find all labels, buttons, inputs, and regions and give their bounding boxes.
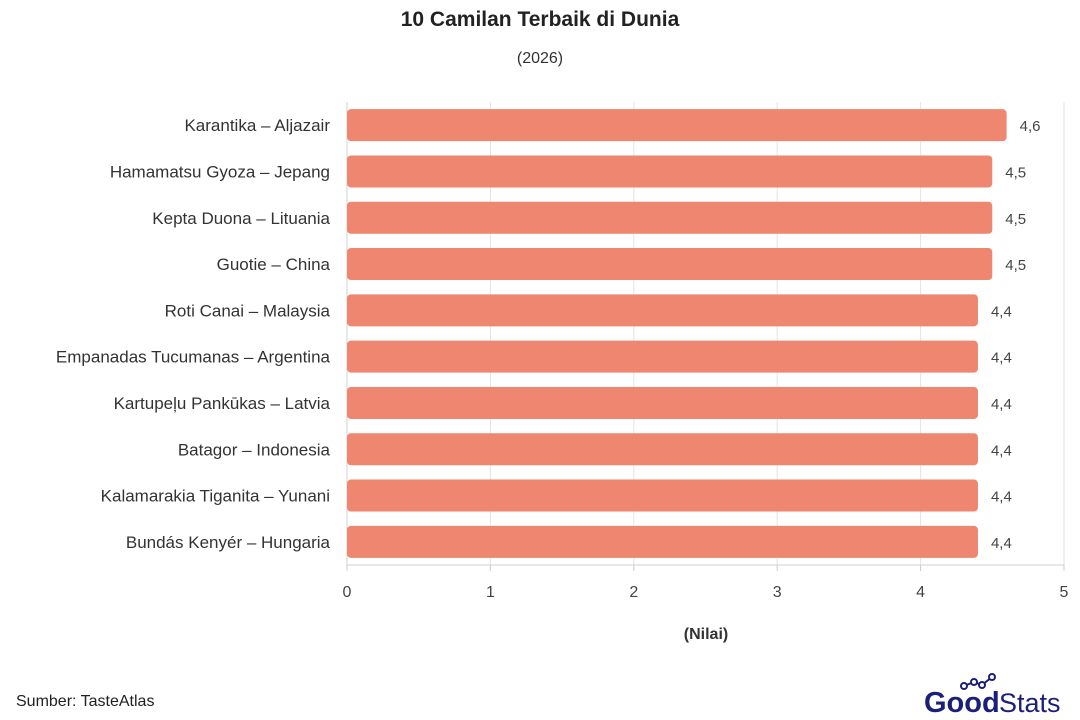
category-label: Bundás Kenyér – Hungaria bbox=[126, 533, 331, 552]
x-tick-label: 0 bbox=[343, 584, 352, 601]
data-label: 4,4 bbox=[991, 396, 1012, 413]
category-label: Kalamarakia Tiganita – Yunani bbox=[101, 487, 330, 506]
data-label: 4,4 bbox=[991, 442, 1012, 459]
logo-dot-icon bbox=[988, 673, 996, 681]
logo-dot-icon bbox=[978, 681, 986, 689]
data-label: 4,5 bbox=[1005, 164, 1026, 181]
bar bbox=[347, 294, 978, 327]
category-label: Karantika – Aljazair bbox=[184, 116, 330, 135]
bar bbox=[347, 201, 993, 234]
x-axis-title: (Nilai) bbox=[684, 626, 728, 643]
bar bbox=[347, 109, 1007, 142]
logo-text-good: Good bbox=[924, 687, 1000, 718]
category-label: Hamamatsu Gyoza – Jepang bbox=[110, 162, 330, 181]
bar bbox=[347, 386, 978, 419]
category-label: Guotie – China bbox=[217, 255, 331, 274]
bar bbox=[347, 155, 993, 188]
bar bbox=[347, 479, 978, 512]
data-label: 4,4 bbox=[991, 303, 1012, 320]
x-tick-label: 5 bbox=[1060, 584, 1069, 601]
category-label: Roti Canai – Malaysia bbox=[165, 301, 331, 320]
logo-text-stats: Stats bbox=[999, 688, 1061, 718]
chart-subtitle: (2026) bbox=[516, 50, 564, 67]
x-tick-label: 2 bbox=[629, 584, 638, 601]
data-label: 4,6 bbox=[1020, 118, 1041, 135]
category-label: Empanadas Tucumanas – Argentina bbox=[56, 348, 331, 367]
logo-trend-icon bbox=[963, 676, 993, 687]
data-label: 4,5 bbox=[1005, 211, 1026, 228]
data-label: 4,4 bbox=[991, 535, 1012, 552]
data-label: 4,4 bbox=[991, 489, 1012, 506]
source-note: Sumber: TasteAtlas bbox=[16, 693, 155, 710]
bar bbox=[347, 525, 978, 558]
bar bbox=[347, 340, 978, 373]
logo-dot-icon bbox=[970, 678, 978, 686]
logo-dot-icon bbox=[960, 682, 968, 690]
bar bbox=[347, 248, 993, 281]
x-tick-label: 3 bbox=[773, 584, 782, 601]
chart-title: 10 Camilan Terbaik di Dunia bbox=[400, 8, 680, 31]
category-label: Batagor – Indonesia bbox=[178, 440, 331, 459]
x-tick-label: 4 bbox=[916, 584, 925, 601]
bar bbox=[347, 433, 978, 466]
data-label: 4,5 bbox=[1005, 257, 1026, 274]
x-tick-label: 1 bbox=[486, 584, 495, 601]
category-label: Kartupeļu Pankūkas – Latvia bbox=[114, 394, 331, 413]
category-label: Kepta Duona – Lituania bbox=[152, 209, 330, 228]
goodstats-logo: Good Stats bbox=[924, 673, 1061, 718]
data-label: 4,4 bbox=[991, 350, 1012, 367]
